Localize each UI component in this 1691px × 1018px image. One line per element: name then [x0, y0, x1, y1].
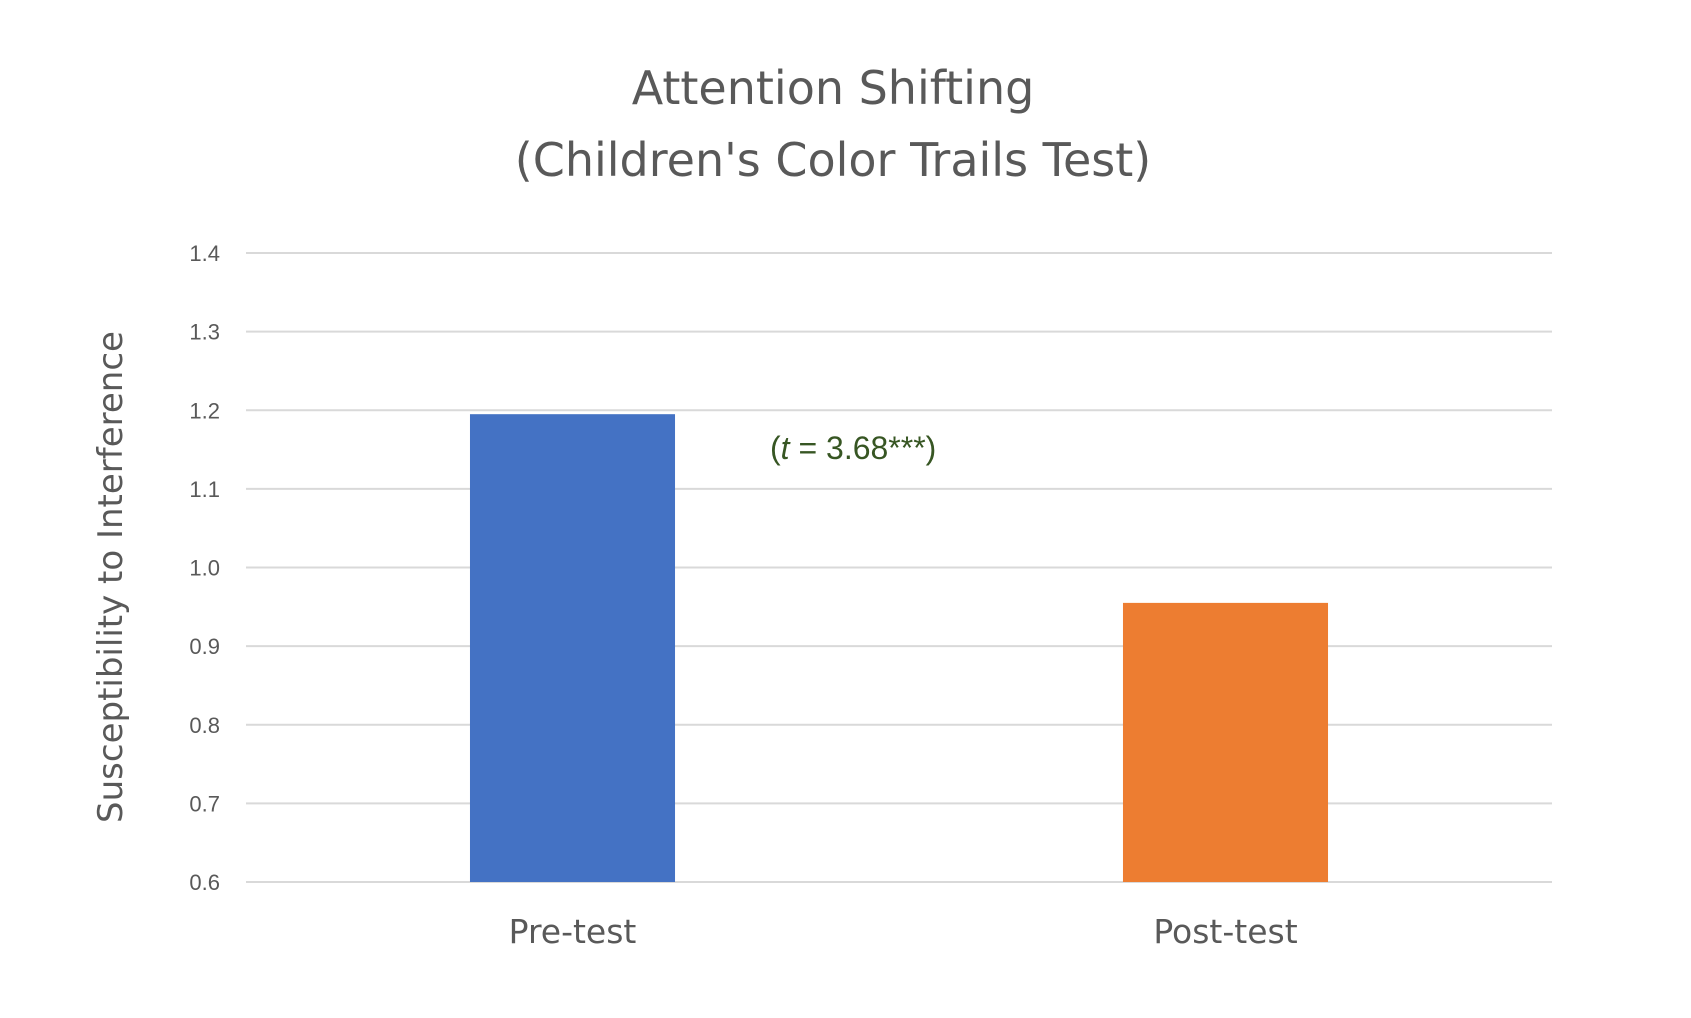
annotation-t-symbol: t — [781, 430, 791, 466]
bar-post-test — [1122, 602, 1329, 882]
annotation-open-paren: ( — [770, 430, 781, 466]
y-axis-title: Susceptibility to Interference — [91, 331, 131, 823]
bars — [469, 414, 1329, 882]
x-axis-labels: Pre-test Post-test — [509, 912, 1298, 951]
y-tick-label: 1.2 — [189, 398, 220, 423]
bar-pre-test — [469, 414, 676, 882]
y-tick-label: 1.4 — [189, 241, 220, 266]
gridlines — [246, 252, 1552, 883]
chart-title: Attention Shifting (Children's Color Tra… — [515, 61, 1151, 187]
y-tick-label: 0.8 — [189, 713, 220, 738]
t-statistic-annotation: (t = 3.68***) — [770, 430, 936, 466]
y-tick-label: 1.0 — [189, 556, 220, 581]
x-category-label: Post-test — [1153, 912, 1297, 951]
chart-title-line-2: (Children's Color Trails Test) — [515, 133, 1151, 187]
y-tick-label: 0.6 — [189, 870, 220, 895]
x-category-label: Pre-test — [509, 912, 637, 951]
y-tick-label: 1.1 — [189, 477, 220, 502]
annotation-value: = 3.68***) — [790, 430, 937, 466]
y-tick-label: 0.7 — [189, 791, 220, 816]
y-tick-label: 1.3 — [189, 320, 220, 345]
y-axis-ticks: 0.6 0.7 0.8 0.9 1.0 1.1 1.2 1.3 1.4 — [189, 241, 220, 895]
y-tick-label: 0.9 — [189, 634, 220, 659]
chart-title-line-1: Attention Shifting — [632, 61, 1035, 115]
